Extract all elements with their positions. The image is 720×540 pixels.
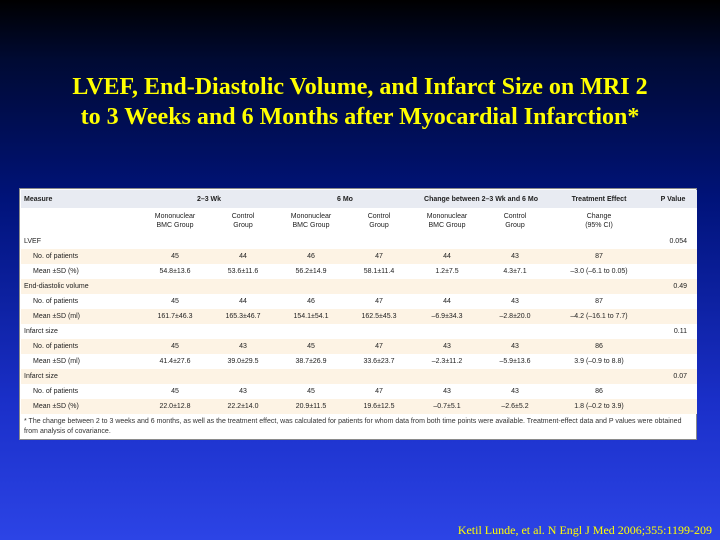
results-table-panel: Measure 2–3 Wk 6 Mo Change between 2–3 W… xyxy=(19,188,697,440)
subheader-control: Control Group xyxy=(481,208,549,234)
title-line-1: LVEF, End-Diastolic Volume, and Infarct … xyxy=(72,74,648,100)
section-row: Infarct size 0.11 xyxy=(21,324,697,339)
table-row: Mean ±SD (%) 22.0±12.8 22.2±14.0 20.9±11… xyxy=(21,399,697,414)
p-value: 0.11 xyxy=(649,324,697,339)
table-row: Mean ±SD (%) 54.8±13.6 53.6±11.6 56.2±14… xyxy=(21,264,697,279)
results-table: Measure 2–3 Wk 6 Mo Change between 2–3 W… xyxy=(21,190,697,414)
subheader-treatment: Change (95% CI) xyxy=(549,208,649,234)
table-row: Mean ±SD (ml) 41.4±27.6 39.0±29.5 38.7±2… xyxy=(21,354,697,369)
p-value: 0.49 xyxy=(649,279,697,294)
header-change: Change between 2–3 Wk and 6 Mo xyxy=(413,190,549,208)
subheader-bmc: Mononuclear BMC Group xyxy=(141,208,209,234)
citation: Ketil Lunde, et al. N Engl J Med 2006;35… xyxy=(457,523,712,537)
p-value: 0.07 xyxy=(649,369,697,384)
section-label: LVEF xyxy=(21,234,649,249)
header-treatment-effect: Treatment Effect xyxy=(549,190,649,208)
table-row: No. of patients 45 43 45 47 43 43 86 xyxy=(21,384,697,399)
subheader-control: Control Group xyxy=(345,208,413,234)
header-2-3-wk: 2–3 Wk xyxy=(141,190,277,208)
table-row: Mean ±SD (ml) 161.7±46.3 165.3±46.7 154.… xyxy=(21,309,697,324)
table-row: No. of patients 45 44 46 47 44 43 87 xyxy=(21,249,697,264)
p-value: 0.054 xyxy=(649,234,697,249)
section-label: Infarct size xyxy=(21,324,649,339)
header-p-value: P Value xyxy=(649,190,697,208)
table-subheader-row: Mononuclear BMC Group Control Group Mononu… xyxy=(21,208,697,234)
slide-title: LVEF, End-Diastolic Volume, and Infarct … xyxy=(0,72,720,132)
section-row: End-diastolic volume 0.49 xyxy=(21,279,697,294)
table-row: No. of patients 45 44 46 47 44 43 87 xyxy=(21,294,697,309)
header-measure: Measure xyxy=(21,190,141,208)
subheader-bmc: Mononuclear BMC Group xyxy=(277,208,345,234)
header-6-mo: 6 Mo xyxy=(277,190,413,208)
title-line-2: to 3 Weeks and 6 Months after Myocardial… xyxy=(80,104,640,130)
section-label: Infarct size xyxy=(21,369,649,384)
table-header-row: Measure 2–3 Wk 6 Mo Change between 2–3 W… xyxy=(21,190,697,208)
subheader-bmc: Mononuclear BMC Group xyxy=(413,208,481,234)
subheader-control: Control Group xyxy=(209,208,277,234)
section-row: LVEF 0.054 xyxy=(21,234,697,249)
table-footnote: * The change between 2 to 3 weeks and 6 … xyxy=(24,418,682,435)
section-row: Infarct size 0.07 xyxy=(21,369,697,384)
table-row: No. of patients 45 43 45 47 43 43 86 xyxy=(21,339,697,354)
section-label: End-diastolic volume xyxy=(21,279,649,294)
